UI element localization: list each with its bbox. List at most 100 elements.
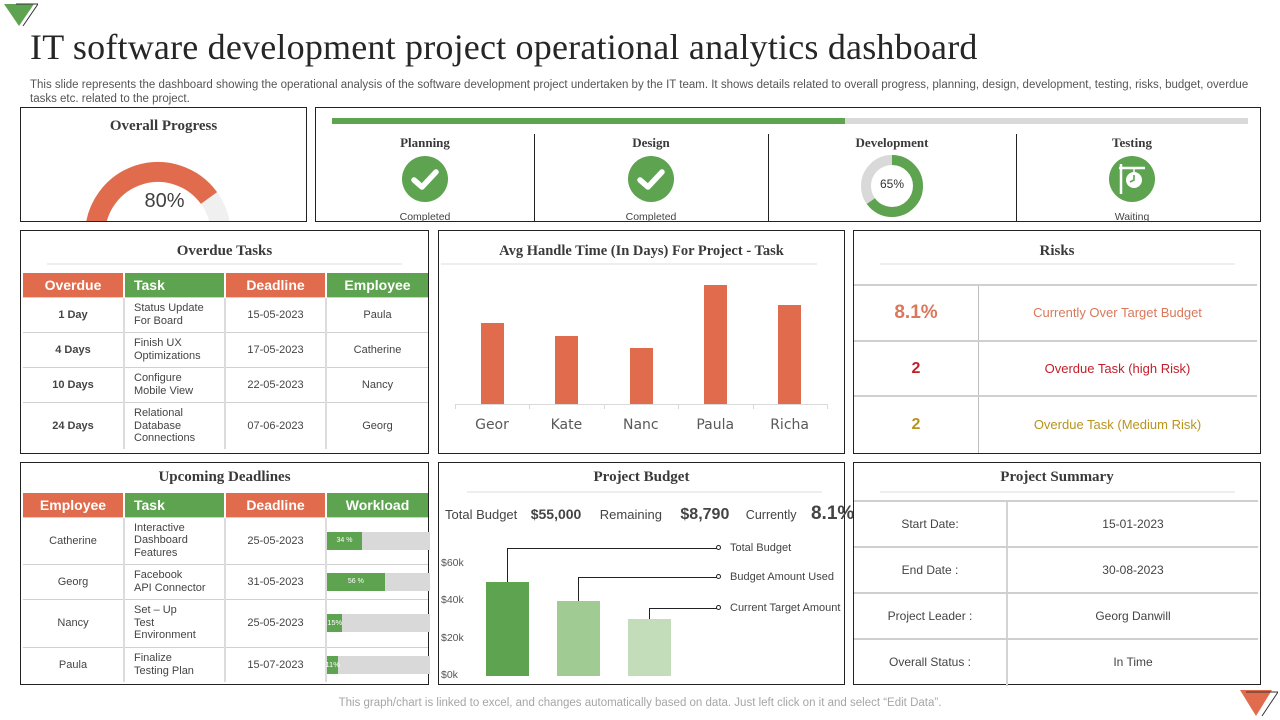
- corner-triangle-decoration: [1240, 690, 1278, 717]
- summary-row: Overall Status : In Time: [854, 638, 1258, 684]
- risk-row: 2 Overdue Task (high Risk): [854, 340, 1257, 395]
- summary-row: End Date : 30-08-2023: [854, 546, 1258, 592]
- chart-title: Avg Handle Time (In Days) For Project - …: [499, 243, 784, 259]
- deadline-cell: 15-05-2023: [224, 296, 326, 332]
- bar-kate[interactable]: [555, 336, 579, 404]
- panel-title: Risks: [1039, 243, 1075, 259]
- x-axis: [455, 404, 827, 405]
- summary-value: 15-01-2023: [1102, 517, 1164, 531]
- hanging-clock-icon: [1109, 156, 1155, 202]
- x-axis-label: Richa: [770, 417, 809, 433]
- project-budget-panel[interactable]: Project Budget Total Budget $55,000 Rema…: [438, 462, 854, 685]
- task-line: Environment: [134, 629, 196, 642]
- overall-progress-gauge: [86, 161, 230, 221]
- stage-name: Planning: [400, 135, 450, 150]
- table-row: 1 Day Status Update For Board 15-05-2023 …: [23, 296, 428, 332]
- currently-label: Currently: [745, 508, 797, 522]
- task-cell: Finish UX Optimizations: [123, 331, 225, 367]
- task-line: Optimizations: [134, 349, 201, 362]
- overdue-tasks-panel: Overdue Tasks Overdue Task Deadline Empl…: [20, 230, 429, 454]
- overall-progress-panel: Overall Progress 80%: [20, 107, 307, 222]
- employee-cell: Catherine: [23, 516, 124, 564]
- x-axis-tick: [678, 404, 680, 409]
- task-line: For Board: [134, 314, 183, 327]
- workload-cell: 56 %: [325, 563, 430, 599]
- employee-cell: Nancy: [325, 366, 428, 402]
- summary-value: Georg Danwill: [1095, 609, 1171, 623]
- stage-testing: Testing Waiting: [1016, 134, 1248, 223]
- employee-cell: Paula: [23, 646, 124, 682]
- x-axis-label: Kate: [550, 417, 583, 433]
- bar-nanc[interactable]: [629, 348, 653, 404]
- stage-status: Completed: [399, 211, 451, 223]
- summary-row: Start Date: 15-01-2023: [854, 500, 1258, 546]
- bar-current-target[interactable]: [628, 619, 671, 676]
- bar-richa[interactable]: [778, 305, 802, 404]
- upcoming-deadlines-table: Employee Task Deadline Workload Catherin…: [23, 493, 430, 682]
- overdue-tasks-table: Overdue Task Deadline Employee 1 Day Sta…: [23, 273, 428, 449]
- stage-divider: [768, 134, 769, 222]
- callout-line: [649, 608, 650, 619]
- title-divider: [880, 491, 1235, 493]
- title-divider: [47, 263, 402, 265]
- bar-budget-used[interactable]: [557, 601, 600, 676]
- deadline-cell: 07-06-2023: [224, 401, 326, 449]
- workload-fill: 34 %: [327, 531, 363, 550]
- footer-note: This graph/chart is linked to excel, and…: [338, 697, 942, 709]
- employee-cell: Georg: [325, 401, 428, 449]
- corner-triangle-decoration: [4, 3, 38, 27]
- summary-label: Overall Status :: [888, 655, 972, 669]
- workload-cell: 11%: [325, 646, 430, 682]
- bar-geor[interactable]: [480, 323, 504, 404]
- upcoming-deadlines-panel: Upcoming Deadlines Employee Task Deadlin…: [20, 462, 430, 685]
- employee-cell: Paula: [325, 296, 428, 332]
- x-axis-label: Paula: [696, 417, 735, 433]
- summary-label: Project Leader :: [887, 609, 973, 623]
- risk-row: 2 Overdue Task (Medium Risk): [854, 395, 1257, 453]
- workload-fill: 15%: [327, 614, 343, 632]
- development-donut: 65%: [860, 154, 924, 218]
- bar-total-budget[interactable]: [486, 582, 529, 676]
- stage-planning: Planning Completed: [316, 134, 534, 223]
- deadline-cell: 17-05-2023: [224, 331, 326, 367]
- stage-development: Development 65%: [768, 134, 1016, 222]
- table-row: 24 Days Relational Database Connections 07…: [23, 401, 428, 449]
- stage-name: Testing: [1112, 135, 1152, 150]
- legend-current-target: Current Target Amount: [730, 602, 841, 614]
- task-line: Set – Up: [134, 604, 177, 617]
- avg-handle-time-chart-panel[interactable]: Avg Handle Time (In Days) For Project - …: [438, 230, 845, 454]
- task-line: Finalize: [134, 652, 172, 665]
- callout-dot: [716, 574, 721, 579]
- employee-cell: Georg: [23, 563, 124, 599]
- summary-value: In Time: [1113, 655, 1153, 669]
- bar-paula[interactable]: [703, 285, 727, 404]
- deadline-cell: 25-05-2023: [224, 598, 326, 647]
- callout-dot: [716, 545, 721, 550]
- overall-progress-value: 80%: [144, 190, 185, 212]
- column-header-task: Task: [124, 273, 226, 297]
- task-line: Configure: [134, 372, 182, 384]
- column-header-workload: Workload: [326, 493, 428, 517]
- stage-divider: [534, 134, 535, 222]
- task-line: Testing Plan: [134, 664, 194, 677]
- x-axis-tick: [603, 404, 605, 409]
- deadline-cell: 31-05-2023: [224, 563, 326, 599]
- table-row: 10 Days Configure Mobile View 22-05-2023 …: [23, 366, 428, 402]
- table-row: 4 Days Finish UX Optimizations 17-05-2023…: [23, 331, 428, 367]
- callout-line: [507, 548, 508, 582]
- table-row: Paula Finalize Testing Plan 15-07-2023 11…: [23, 646, 430, 682]
- task-line: Connections: [134, 432, 196, 444]
- panel-title: Overall Progress: [109, 118, 218, 134]
- workload-bar: 34 %: [327, 531, 430, 550]
- check-circle-icon: [628, 156, 674, 202]
- overdue-cell: 10 Days: [23, 366, 124, 402]
- panel-title: Project Budget: [593, 469, 690, 485]
- task-cell: Relational Database Connections: [123, 401, 225, 449]
- table-row: Nancy Set – Up Test Environment 25-05-2023…: [23, 598, 430, 647]
- workload-cell: 34 %: [325, 516, 430, 564]
- check-circle-icon: [402, 156, 448, 202]
- task-cell: Facebook API Connector: [123, 563, 225, 599]
- remaining-label: Remaining: [599, 507, 662, 522]
- risk-row: 8.1% Currently Over Target Budget: [854, 284, 1257, 340]
- task-cell: Finalize Testing Plan: [123, 646, 225, 682]
